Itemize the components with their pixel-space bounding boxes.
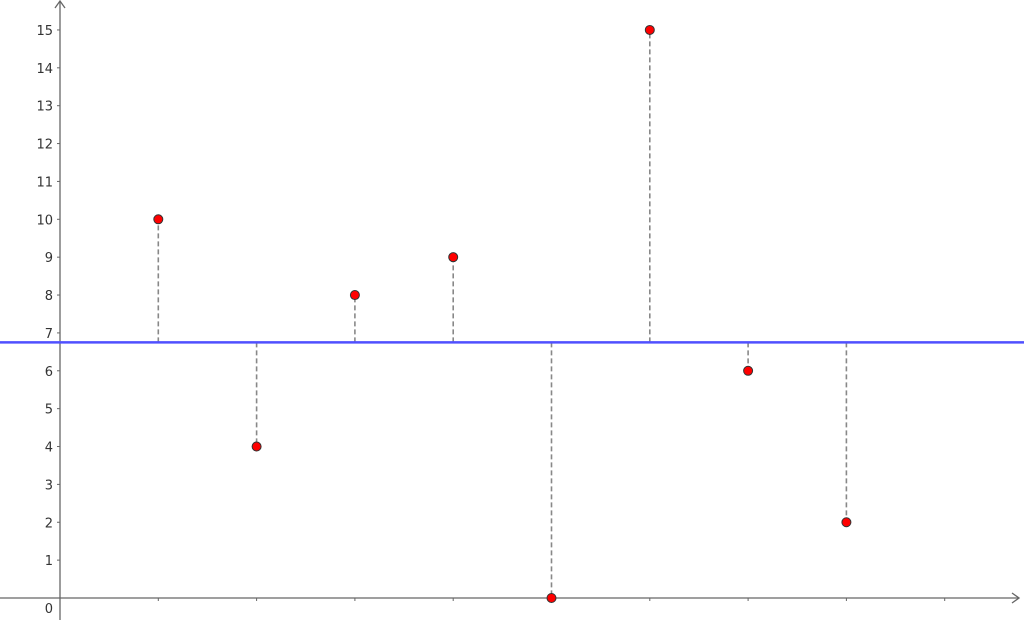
data-point [743,365,754,376]
y-tick-label: 1 [45,554,53,569]
y-tick-label: 2 [45,516,53,531]
y-tick-label: 11 [36,175,53,190]
y-tick-label: 14 [36,62,53,77]
y-tick-label: 6 [45,365,53,380]
data-point [644,24,655,35]
data-point [448,252,459,263]
y-axis-arrow [54,0,66,9]
data-point [841,517,852,528]
data-point [153,214,164,225]
y-tick-label: 13 [36,100,53,115]
y-tick-label: 9 [45,251,53,266]
y-tick-label: 3 [45,478,53,493]
y-tick-label: 12 [36,138,53,153]
y-tick-label: 15 [36,24,53,39]
data-point [546,593,557,603]
y-tick-label: 8 [45,289,53,304]
y-tick-label: 0 [45,602,53,617]
y-tick-label: 7 [45,327,53,342]
y-tick-label: 10 [36,213,53,228]
data-point [251,441,262,452]
y-tick-label: 4 [45,441,53,456]
data-point [349,290,360,301]
x-axis-arrow [1011,592,1021,604]
y-tick-label: 5 [45,403,53,418]
